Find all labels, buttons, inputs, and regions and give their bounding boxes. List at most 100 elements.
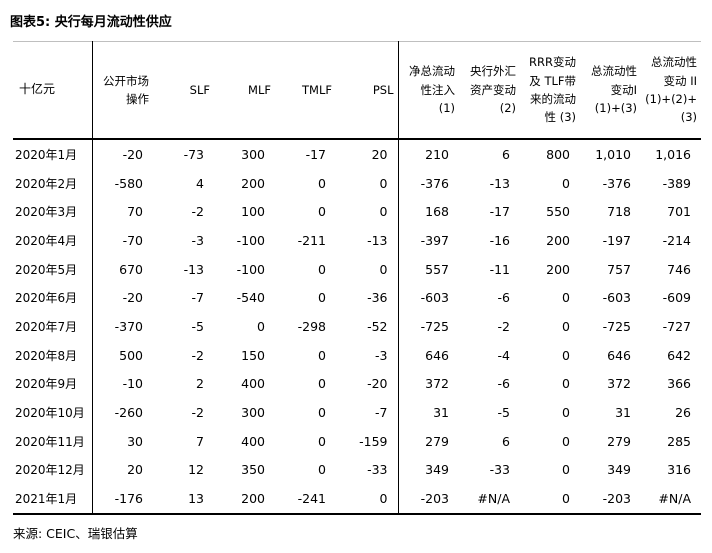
table-body: 2020年1月 -20 -73 300 -17 20 210 6 800 1,010 1,016 20…	[13, 139, 701, 514]
row-month-label: 2020年3月	[15, 205, 78, 220]
value-cell: 0	[318, 261, 326, 277]
value-cell: -7	[375, 405, 388, 421]
value-cell: 366	[667, 376, 691, 392]
source-note: 来源: CEIC、瑞银估算	[13, 526, 138, 541]
value-cell: 4	[196, 175, 204, 191]
row-month-label: 2020年8月	[15, 348, 78, 363]
value-cell: 1,016	[655, 146, 691, 162]
value-cell: -3	[375, 347, 388, 363]
value-cell: #N/A	[477, 491, 510, 507]
value-cell: 400	[241, 376, 265, 392]
value-cell: 0	[318, 433, 326, 449]
value-cell: -603	[397, 283, 459, 313]
value-cell: 210	[397, 139, 459, 169]
value-cell: 0	[562, 491, 570, 507]
value-cell: -20	[91, 139, 153, 169]
value-cell: 0	[379, 204, 388, 220]
table-row: 2020年8月 500 -2 150 0 -3 646 -4 0 646 642	[13, 340, 701, 370]
value-cell: 285	[667, 433, 691, 449]
value-cell: -100	[236, 232, 265, 248]
value-cell: 100	[241, 204, 265, 220]
value-cell: -7	[191, 290, 204, 306]
value-cell: -376	[602, 175, 631, 191]
table-row: 2020年7月 -370 -5 0 -298 -52 -725 -2 0 -725 -727	[13, 312, 701, 341]
row-month-label: 2021年1月	[15, 492, 78, 507]
value-cell: -33	[489, 462, 510, 478]
value-cell: -603	[602, 290, 631, 306]
value-cell: 0	[562, 462, 570, 478]
value-cell: 0	[562, 318, 570, 334]
value-cell: 30	[91, 426, 153, 456]
value-cell: -2	[191, 405, 204, 421]
value-cell: -20	[367, 376, 388, 392]
value-cell: 557	[397, 254, 459, 284]
value-cell: -17	[305, 146, 326, 162]
value-cell: 0	[562, 405, 570, 421]
value-cell: 0	[562, 433, 570, 449]
value-cell: 7	[196, 433, 204, 449]
column-header: TMLF	[275, 41, 336, 140]
value-cell: -13	[183, 261, 204, 277]
value-cell: 0	[318, 204, 326, 220]
value-cell: -17	[489, 204, 510, 220]
value-cell: -298	[297, 318, 326, 334]
value-cell: 200	[546, 232, 570, 248]
value-cell: -609	[662, 290, 691, 306]
value-cell: -2	[191, 204, 204, 220]
value-cell: 12	[188, 462, 204, 478]
value-cell: 642	[667, 347, 691, 363]
value-cell: -389	[662, 175, 691, 191]
value-cell: -203	[602, 491, 631, 507]
value-cell: 6	[502, 146, 510, 162]
value-cell: -260	[91, 398, 153, 427]
unit-header: 十亿元	[13, 41, 92, 140]
value-cell: 0	[318, 405, 326, 421]
row-month-label: 2020年4月	[15, 233, 78, 248]
value-cell: -159	[359, 433, 388, 449]
column-header: RRR变动 及 TLF带 来的流动 性 (3)	[520, 41, 580, 140]
value-cell: 279	[607, 433, 631, 449]
value-cell: -241	[297, 491, 326, 507]
value-cell: 150	[241, 347, 265, 363]
value-cell: -3	[191, 232, 204, 248]
value-cell: 1,010	[595, 146, 631, 162]
value-cell: 0	[562, 290, 570, 306]
table-row: 2020年3月 70 -2 100 0 0 168 -17 550 718 701	[13, 197, 701, 227]
value-cell: 31	[397, 398, 459, 427]
table-row: 2020年4月 -70 -3 -100 -211 -13 -397 -16 200 -197 -21…	[13, 226, 701, 255]
table-row: 2020年10月 -260 -2 300 0 -7 31 -5 0 31 26	[13, 398, 701, 427]
value-cell: 200	[546, 261, 570, 277]
value-cell: 0	[379, 261, 388, 277]
value-cell: 300	[241, 405, 265, 421]
value-cell: -6	[497, 376, 510, 392]
table-row: 2020年11月 30 7 400 0 -159 279 6 0 279 285	[13, 426, 701, 456]
value-cell: -5	[497, 405, 510, 421]
value-cell: -197	[602, 232, 631, 248]
value-cell: -176	[91, 484, 153, 514]
value-cell: -376	[397, 168, 459, 198]
row-month-label: 2020年11月	[15, 434, 85, 449]
value-cell: #N/A	[658, 491, 691, 507]
value-cell: 757	[607, 261, 631, 277]
value-cell: 31	[615, 405, 631, 421]
value-cell: 0	[318, 376, 326, 392]
value-cell: -10	[91, 369, 153, 399]
value-cell: 20	[371, 146, 388, 162]
value-cell: 0	[562, 175, 570, 191]
value-cell: -397	[397, 226, 459, 255]
column-header: 公开市场 操作	[91, 41, 153, 140]
table-row: 2021年1月 -176 13 200 -241 0 -203 #N/A 0 -203 #N/A	[13, 484, 701, 514]
row-month-label: 2020年7月	[15, 319, 78, 334]
table-row: 2020年2月 -580 4 200 0 0 -376 -13 0 -376 -389	[13, 168, 701, 198]
value-cell: 26	[675, 405, 691, 421]
value-cell: 2	[196, 376, 204, 392]
value-cell: 279	[397, 426, 459, 456]
liquidity-supply-table: 十亿元 公开市场 操作 SLF MLF TMLF PSL 净总流动 性注入 (1) 央行外汇 …	[13, 41, 701, 515]
table-row: 2020年5月 670 -13 -100 0 0 557 -11 200 757 746	[13, 254, 701, 284]
value-cell: 70	[91, 197, 153, 227]
value-cell: -13	[489, 175, 510, 191]
row-month-label: 2020年6月	[15, 291, 78, 306]
value-cell: -20	[91, 283, 153, 313]
column-header: PSL	[336, 41, 398, 140]
row-month-label: 2020年2月	[15, 176, 78, 191]
